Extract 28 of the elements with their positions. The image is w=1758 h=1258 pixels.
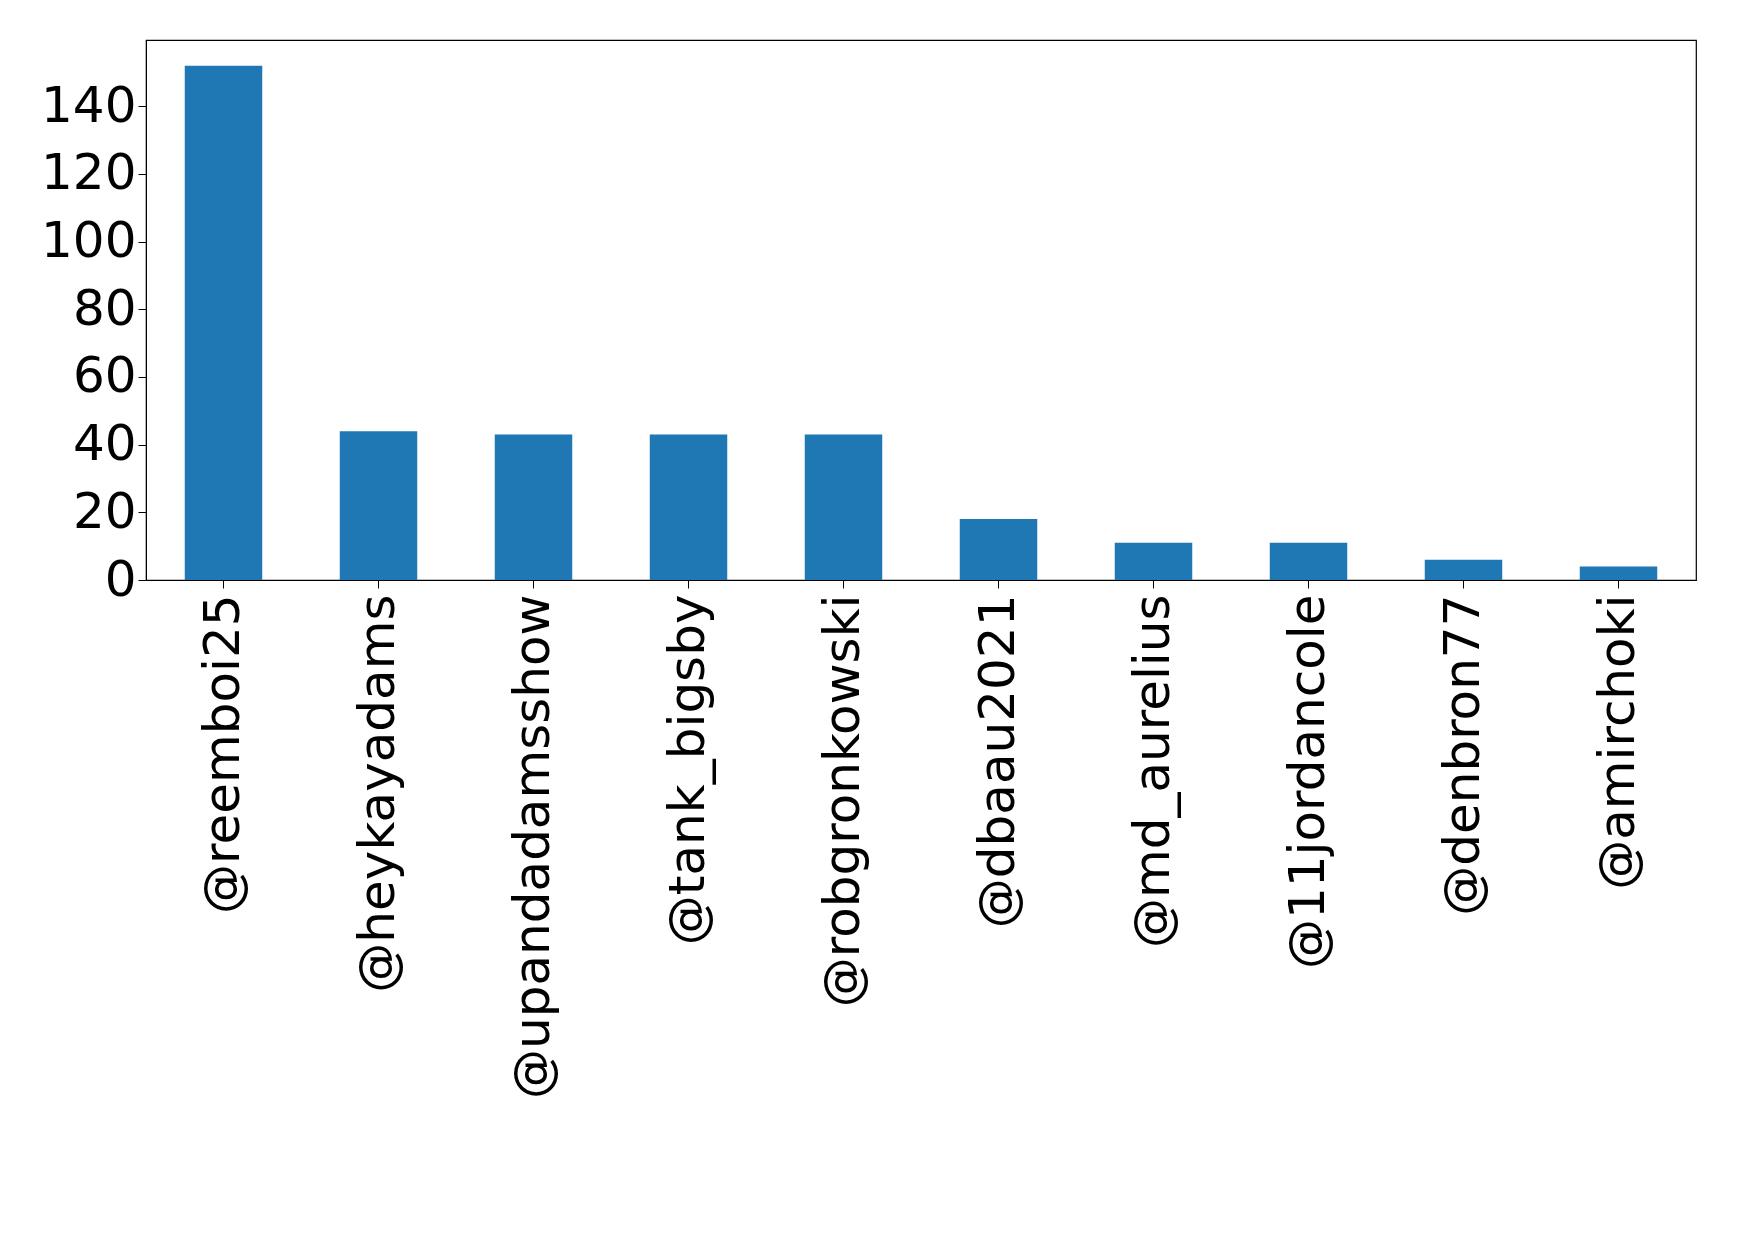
x-tick-label: @11jordancole — [1277, 594, 1336, 970]
x-tick-label: @robgronkowski — [812, 594, 871, 1008]
y-tick-label: 80 — [72, 278, 137, 337]
bar — [1424, 559, 1503, 580]
y-tick-label: 100 — [41, 211, 137, 270]
y-tick-label: 40 — [72, 414, 137, 473]
y-tick-label: 120 — [41, 143, 137, 202]
x-tick-label: @md_aurelius — [1122, 594, 1181, 949]
bar — [1579, 566, 1658, 580]
x-tick-label: @denbron77 — [1432, 594, 1491, 916]
bar — [1269, 542, 1348, 580]
x-tick-label: @tank_bigsby — [657, 594, 716, 946]
x-tick-label: @reemboi25 — [192, 594, 251, 915]
x-tick-label: @upandadamsshow — [502, 594, 561, 1099]
bar — [1114, 542, 1193, 580]
bar — [959, 519, 1038, 580]
x-tick-label: @dbaau2021 — [967, 594, 1026, 929]
bar — [804, 434, 883, 580]
x-tick-label: @amirchoki — [1587, 594, 1646, 890]
bar — [494, 434, 573, 580]
y-tick-label: 60 — [72, 346, 137, 405]
y-tick-label: 140 — [41, 75, 137, 134]
y-tick-label: 0 — [104, 549, 137, 608]
x-tick-label: @heykayadams — [347, 594, 406, 993]
y-tick-label: 20 — [72, 481, 137, 540]
bar — [649, 434, 728, 580]
bar — [339, 431, 418, 580]
bar — [184, 65, 263, 580]
